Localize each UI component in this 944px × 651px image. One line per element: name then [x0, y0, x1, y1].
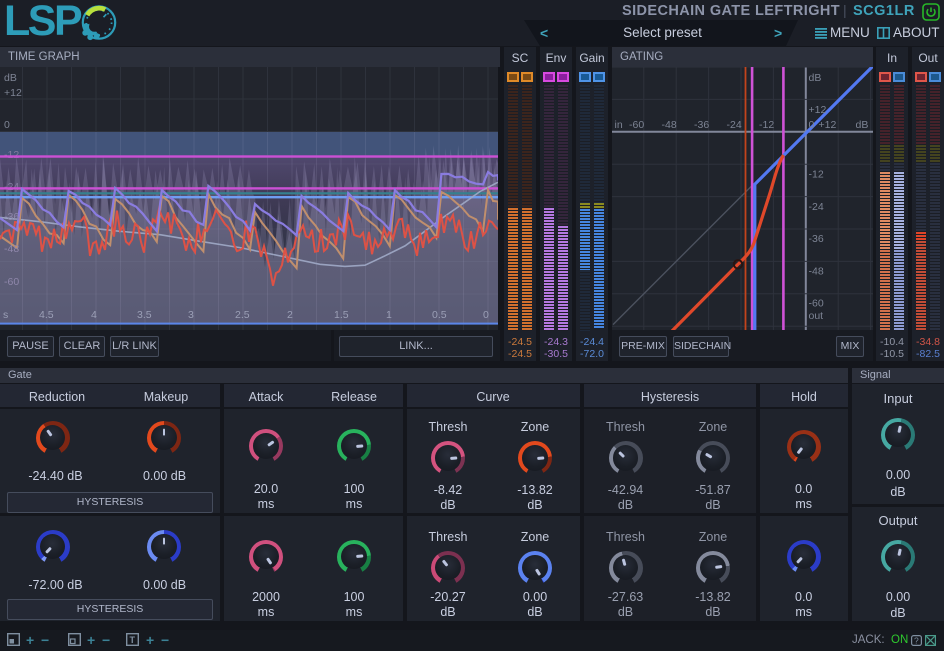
svg-text:2.5: 2.5 — [235, 309, 250, 321]
svg-text:-60: -60 — [4, 276, 19, 288]
svg-text:-36: -36 — [809, 233, 824, 245]
svg-text:s: s — [3, 309, 8, 321]
svg-text:3.5: 3.5 — [137, 309, 152, 321]
svg-text:1.5: 1.5 — [334, 309, 349, 321]
svg-text:+12: +12 — [4, 87, 22, 99]
svg-text:-36: -36 — [694, 119, 709, 131]
svg-text:?: ? — [914, 636, 919, 646]
svg-text:-60: -60 — [629, 119, 644, 131]
svg-text:-48: -48 — [809, 266, 824, 278]
svg-text:0: 0 — [4, 119, 10, 131]
svg-text:T: T — [130, 635, 136, 645]
svg-text:4: 4 — [91, 309, 97, 321]
svg-text:-48: -48 — [4, 243, 19, 255]
svg-text:dB: dB — [4, 72, 17, 84]
svg-text:-36: -36 — [4, 211, 19, 223]
svg-text:-24: -24 — [4, 181, 19, 193]
svg-text:-48: -48 — [662, 119, 677, 131]
svg-text:-24: -24 — [809, 201, 824, 213]
svg-text:0.5: 0.5 — [432, 309, 447, 321]
svg-text:1: 1 — [386, 309, 392, 321]
svg-text:out: out — [809, 310, 824, 322]
svg-text:+12: +12 — [819, 119, 837, 131]
svg-text:in: in — [615, 119, 623, 131]
svg-text:-12: -12 — [4, 149, 19, 161]
svg-text:0: 0 — [809, 119, 815, 131]
svg-text:4.5: 4.5 — [39, 309, 54, 321]
svg-text:-12: -12 — [759, 119, 774, 131]
svg-text:-24: -24 — [727, 119, 742, 131]
svg-text:dB: dB — [856, 119, 869, 131]
svg-text:2: 2 — [287, 309, 293, 321]
svg-text:3: 3 — [188, 309, 194, 321]
svg-text:+12: +12 — [809, 104, 827, 116]
svg-text:0: 0 — [483, 309, 489, 321]
svg-text:-60: -60 — [809, 298, 824, 310]
svg-text:dB: dB — [809, 72, 822, 84]
svg-text:-12: -12 — [809, 169, 824, 181]
